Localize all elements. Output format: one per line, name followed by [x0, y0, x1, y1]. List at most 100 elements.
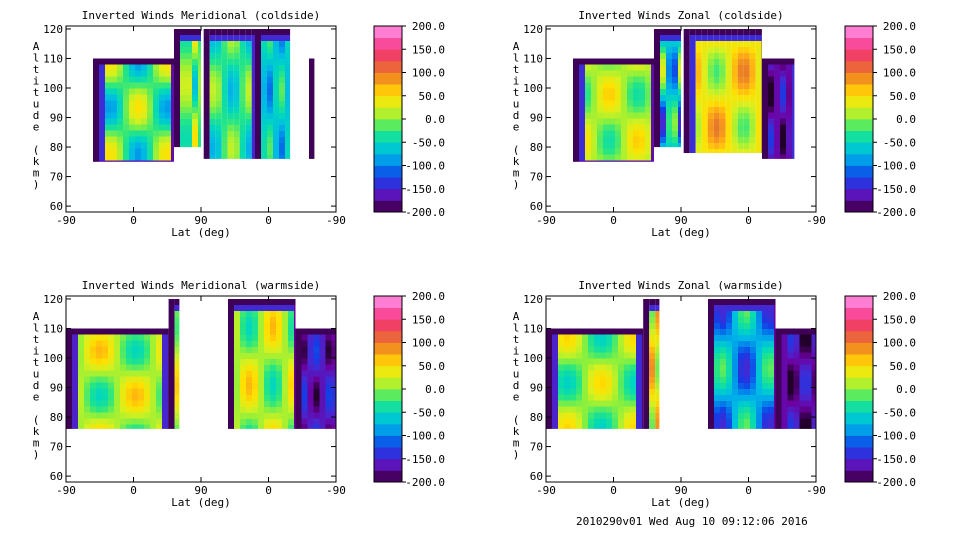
field-cell	[630, 382, 636, 389]
field-cell	[749, 71, 756, 77]
field-cell	[168, 347, 175, 353]
field-cell	[603, 88, 609, 95]
field-cell	[655, 407, 660, 413]
field-cell	[156, 394, 162, 401]
field-cell	[609, 58, 615, 65]
field-cell	[273, 59, 279, 65]
field-cell	[633, 88, 639, 95]
field-cell	[135, 82, 141, 89]
field-cell	[714, 359, 720, 365]
field-cell	[126, 412, 132, 419]
colorbar-swatch	[845, 130, 873, 143]
field-cell	[720, 305, 726, 311]
colorbar-tick-label: 100.0	[412, 337, 445, 350]
field-cell	[732, 419, 738, 425]
field-cell	[261, 47, 267, 53]
field-cell	[655, 383, 660, 389]
field-cell	[309, 58, 315, 65]
field-cell	[792, 154, 795, 159]
field-cell	[792, 64, 795, 71]
field-cell	[153, 142, 159, 149]
field-cell	[313, 352, 320, 359]
field-cell	[203, 131, 210, 137]
field-cell	[203, 143, 210, 149]
field-cell	[579, 112, 585, 119]
field-cell	[159, 70, 165, 77]
field-cell	[579, 82, 585, 89]
field-cell	[643, 395, 650, 401]
field-cell	[645, 112, 651, 119]
field-cell	[606, 352, 612, 359]
field-cell	[198, 71, 201, 77]
field-cell	[666, 71, 672, 77]
field-cell	[126, 376, 132, 383]
field-cell	[123, 160, 129, 162]
field-cell	[99, 136, 105, 143]
field-cell	[546, 376, 552, 383]
field-cell	[576, 400, 582, 407]
field-cell	[294, 425, 296, 429]
field-cell	[261, 59, 267, 65]
field-cell	[621, 142, 627, 149]
field-cell	[319, 388, 326, 395]
field-cell	[174, 305, 180, 311]
field-cell	[731, 125, 738, 131]
field-cell	[743, 113, 750, 119]
field-cell	[615, 76, 621, 83]
field-cell	[737, 143, 744, 149]
field-cell	[156, 334, 162, 341]
field-cell	[285, 29, 291, 35]
field-cell	[319, 334, 326, 341]
field-cell	[171, 106, 174, 113]
field-cell	[743, 137, 750, 143]
field-cell	[633, 124, 639, 131]
field-cell	[135, 148, 141, 155]
colorbar-swatch	[374, 354, 402, 367]
field-cell	[209, 41, 216, 47]
field-cell	[666, 29, 672, 35]
field-cell	[84, 358, 90, 365]
field-cell	[174, 347, 180, 353]
field-cell	[570, 358, 576, 365]
field-cell	[643, 353, 650, 359]
field-cell	[633, 130, 639, 137]
field-cell	[624, 328, 630, 335]
field-cell	[279, 71, 285, 77]
field-cell	[108, 370, 114, 377]
field-cell	[228, 371, 234, 377]
field-cell	[138, 340, 144, 347]
field-cell	[203, 53, 210, 59]
field-cell	[264, 377, 270, 383]
field-cell	[162, 382, 168, 389]
field-cell	[174, 83, 180, 89]
field-cell	[744, 371, 750, 377]
field-cell	[105, 154, 111, 161]
field-cell	[111, 94, 117, 101]
field-cell	[732, 323, 738, 329]
field-cell	[793, 394, 800, 401]
field-cell	[215, 113, 222, 119]
field-cell	[186, 107, 192, 113]
field-cell	[288, 323, 294, 329]
field-cell	[108, 364, 114, 371]
field-cell	[645, 58, 651, 65]
field-cell	[165, 58, 171, 65]
colorbar-tick-label: -50.0	[412, 136, 445, 149]
field-cell	[301, 358, 308, 365]
y-tick-label: 60	[50, 200, 63, 213]
field-cell	[618, 394, 624, 401]
field-cell	[701, 113, 708, 119]
field-cell	[153, 58, 159, 65]
field-cell	[643, 407, 650, 413]
field-cell	[774, 335, 776, 341]
field-cell	[96, 418, 102, 425]
field-cell	[123, 64, 129, 71]
field-cell	[84, 394, 90, 401]
field-cell	[174, 425, 180, 429]
field-cell	[645, 88, 651, 95]
field-cell	[725, 59, 732, 65]
field-cell	[689, 101, 696, 107]
field-cell	[609, 136, 615, 143]
field-cell	[774, 347, 776, 353]
field-cell	[787, 406, 794, 413]
